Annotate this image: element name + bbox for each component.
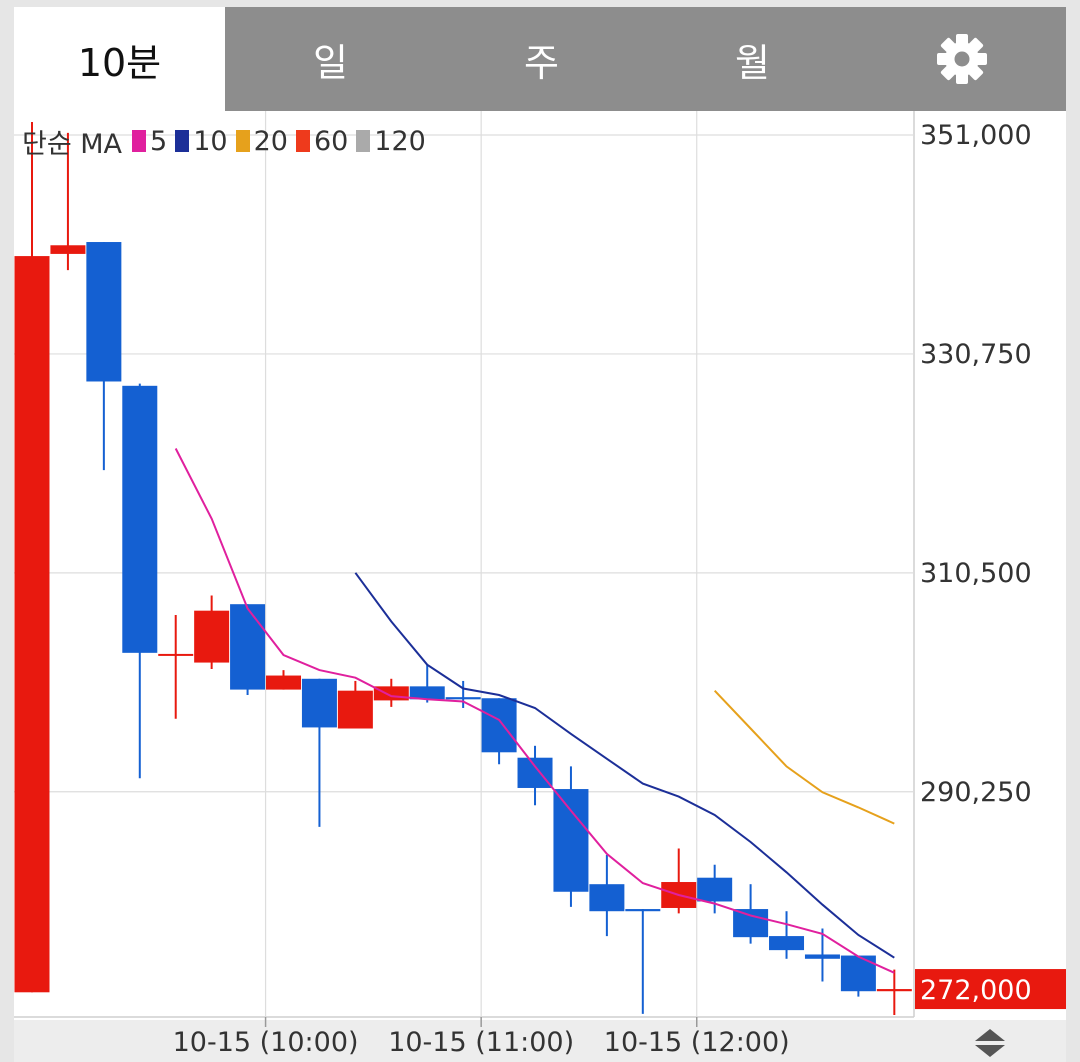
candle-body (230, 604, 266, 690)
candle-body (301, 678, 337, 728)
x-tick-label: 10-15 (12:00) (604, 1027, 790, 1058)
legend-value-ma10: 10 (193, 125, 228, 157)
candle-body (769, 936, 805, 951)
x-tick-label: 10-15 (11:00) (388, 1027, 574, 1058)
candle-body (266, 675, 302, 690)
candle-body (194, 610, 230, 663)
period-tabs: 10분 일 주 월 (14, 7, 1066, 111)
ma5-line (174, 448, 895, 974)
candle-body (589, 884, 625, 912)
ma10-line (354, 572, 895, 959)
candle-body (50, 245, 86, 254)
tab-week[interactable]: 주 (524, 40, 559, 85)
tab-month[interactable]: 월 (735, 40, 770, 85)
candle-body (481, 698, 517, 753)
candle-body (409, 686, 445, 700)
legend-swatch-ma120 (356, 130, 371, 152)
y-tick-label: 351,000 (920, 120, 1032, 151)
current-price-label: 272,000 (920, 975, 1032, 1006)
candle-body (445, 697, 481, 700)
candle-body (625, 909, 661, 912)
legend-value-ma5: 5 (150, 125, 168, 157)
x-tick-label: 10-15 (10:00) (173, 1027, 359, 1058)
candle-body (697, 877, 733, 902)
candlestick-chart[interactable]: 10-15 (10:00) 10-15 (11:00) 10-15 (12:00) 3… (14, 7, 1066, 1062)
y-tick-label: 290,250 (920, 777, 1032, 808)
tab-10min[interactable]: 10분 (14, 7, 225, 111)
y-tick-label: 330,750 (920, 339, 1032, 370)
legend-swatch-ma10 (175, 130, 190, 152)
candle-body (86, 242, 122, 382)
x-axis-bar (14, 1020, 1066, 1062)
gear-icon (937, 34, 987, 84)
legend-label: 단순 MA (22, 128, 123, 160)
candle-body (876, 989, 912, 992)
legend-value-ma60: 60 (313, 125, 349, 157)
y-tick-label: 310,500 (920, 558, 1032, 589)
tab-day[interactable]: 일 (313, 40, 348, 85)
candle-body (517, 757, 553, 788)
candle-body (337, 690, 373, 729)
settings-button[interactable] (858, 7, 1066, 111)
legend-swatch-ma20 (235, 130, 250, 152)
candle-body (840, 955, 876, 992)
legend-swatch-ma5 (132, 130, 147, 152)
ma-legend: 단순 MA 5 10 20 60 120 (22, 121, 432, 161)
candle-body (14, 256, 50, 993)
legend-swatch-ma60 (295, 130, 310, 152)
current-price-tag (915, 969, 1066, 1010)
legend-value-ma120: 120 (374, 125, 426, 157)
candle-body (158, 653, 194, 656)
ma20-line (713, 690, 895, 825)
candle-body (804, 954, 840, 959)
legend-value-ma20: 20 (253, 125, 288, 157)
candle-body (553, 789, 589, 892)
candle-body (373, 686, 409, 701)
candle-body (122, 385, 158, 653)
scroll-arrows-icon[interactable] (974, 1027, 1006, 1059)
candle-body (733, 909, 769, 938)
chart-screen: 10분 일 주 월 10-15 (10:00) 10-15 (14, 7, 1066, 1062)
